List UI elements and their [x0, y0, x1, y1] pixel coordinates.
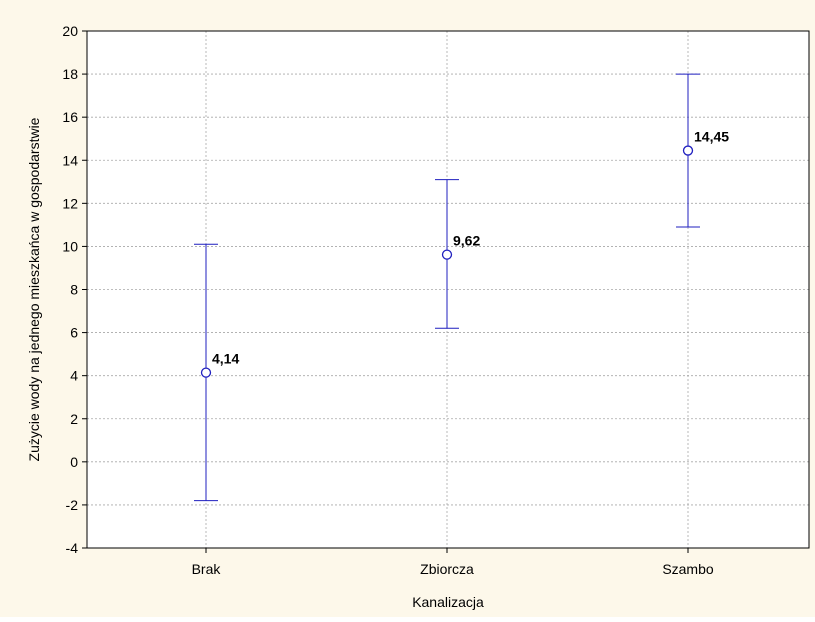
x-tick-label: Szambo: [662, 561, 714, 577]
y-axis-title: Zużycie wody na jednego mieszkańca w gos…: [26, 117, 42, 461]
y-tick-label: 0: [70, 454, 78, 470]
y-tick-label: 10: [62, 238, 78, 254]
y-tick-label: 6: [70, 325, 78, 341]
x-axis-title: Kanalizacja: [412, 594, 484, 610]
y-axis-ticks: -4 -2 0 2 4 6 8 10 12 14 16 18 20: [62, 23, 87, 556]
y-tick-label: 14: [62, 152, 78, 168]
y-tick-label: -4: [66, 540, 79, 556]
grid-lines: [87, 31, 809, 548]
y-tick-label: 2: [70, 411, 78, 427]
data-label: 14,45: [694, 129, 729, 145]
data-label: 4,14: [212, 351, 239, 367]
y-tick-label: 4: [70, 368, 78, 384]
y-tick-label: 20: [62, 23, 78, 39]
y-tick-label: 18: [62, 66, 78, 82]
y-tick-label: 8: [70, 282, 78, 298]
series-means: 4,14 9,62 14,45: [194, 73, 729, 502]
y-tick-label: -2: [66, 497, 79, 513]
data-label: 9,62: [453, 233, 480, 249]
x-tick-label: Zbiorcza: [420, 561, 474, 577]
mean-point: [200, 367, 212, 378]
y-tick-label: 12: [62, 195, 78, 211]
mean-point: [441, 249, 453, 260]
x-tick-label: Brak: [192, 561, 222, 577]
x-axis-ticks: Brak Zbiorcza Szambo: [192, 548, 714, 577]
mean-point: [682, 145, 694, 156]
y-tick-label: 16: [62, 109, 78, 125]
